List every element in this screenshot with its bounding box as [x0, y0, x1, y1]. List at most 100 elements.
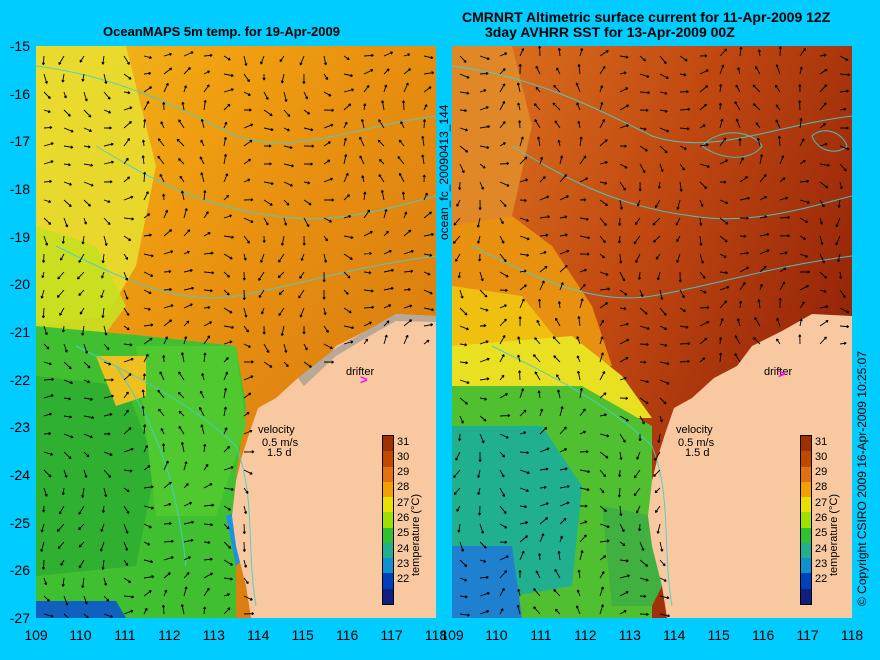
current-vector-arrow [799, 117, 803, 129]
current-vector-arrow [539, 251, 547, 255]
current-vector-arrow [619, 541, 626, 546]
current-vector-arrow [123, 91, 131, 95]
current-vector-arrow [699, 54, 708, 58]
current-vector-arrow [63, 451, 72, 460]
current-vector-arrow [162, 101, 166, 111]
current-vector-arrow [260, 253, 265, 263]
current-vector-arrow [479, 591, 490, 597]
current-vector-arrow [143, 171, 147, 183]
current-vector-arrow [303, 109, 311, 115]
current-vector-arrow [479, 523, 485, 534]
current-vector-arrow [143, 55, 152, 60]
current-vector-arrow [639, 108, 649, 112]
current-vector-arrow [343, 55, 350, 61]
current-vector-arrow [599, 49, 609, 57]
current-vector-arrow [157, 155, 165, 165]
current-vector-arrow [499, 52, 508, 57]
current-vector-arrow [819, 84, 828, 93]
current-vector-arrow [499, 414, 511, 418]
current-vector-arrow [123, 391, 129, 399]
current-vector-arrow [559, 195, 569, 201]
current-vector-arrow [819, 253, 825, 264]
current-vector-arrow [478, 451, 482, 462]
current-vector-arrow [403, 53, 411, 57]
current-vector-arrow [636, 505, 641, 514]
current-vector-arrow [223, 235, 235, 239]
current-vector-arrow [839, 271, 843, 279]
current-vector-arrow [534, 119, 541, 129]
current-vector-arrow [579, 487, 590, 492]
current-vector-arrow [499, 523, 508, 529]
current-vector-arrow [533, 606, 541, 615]
current-vector-arrow [779, 281, 786, 291]
current-vector-arrow [303, 91, 309, 100]
current-vector-arrow [799, 235, 806, 240]
current-vector-arrow [398, 172, 405, 183]
current-vector-arrow [779, 234, 790, 238]
current-vector-arrow [203, 352, 207, 363]
current-vector-arrow [619, 338, 630, 345]
current-vector-arrow [63, 91, 67, 99]
current-vector-arrow [263, 127, 274, 132]
current-vector-arrow [83, 595, 88, 605]
current-vector-arrow [283, 127, 290, 132]
current-vector-arrow [43, 73, 48, 84]
current-vector-arrow [639, 145, 648, 152]
current-vector-arrow [699, 289, 707, 294]
current-vector-arrow [819, 217, 823, 225]
current-vector-arrow [656, 271, 661, 281]
left-map-panel: drifter > velocity 0.5 m/s 1.5 d 31 30 29 2… [36, 46, 436, 618]
current-vector-arrow [499, 318, 507, 327]
current-vector-arrow [539, 447, 550, 453]
colorbar-swatch [383, 542, 393, 559]
current-vector-arrow [719, 217, 729, 225]
current-vector-arrow [302, 325, 306, 335]
current-vector-arrow [459, 127, 468, 132]
current-vector-arrow [559, 249, 570, 255]
current-vector-arrow [519, 550, 525, 561]
current-vector-arrow [617, 235, 622, 244]
current-vector-arrow [478, 253, 482, 262]
current-vector-arrow [123, 138, 131, 147]
current-vector-arrow [298, 289, 305, 299]
current-vector-arrow [260, 307, 265, 315]
current-vector-arrow [343, 307, 352, 314]
current-vector-arrow [163, 502, 172, 507]
current-vector-arrow [519, 298, 525, 309]
current-vector-arrow [778, 46, 782, 57]
current-vector-arrow [363, 251, 372, 256]
current-vector-arrow [202, 606, 207, 615]
current-vector-arrow [78, 541, 85, 548]
current-vector-arrow [619, 505, 623, 517]
current-vector-arrow [323, 91, 332, 97]
current-vector-arrow [243, 411, 250, 417]
current-vector-arrow [479, 271, 484, 282]
current-vector-arrow [639, 541, 645, 551]
current-vector-arrow [599, 433, 610, 438]
current-vector-arrow [123, 73, 132, 80]
current-vector-arrow [163, 319, 173, 327]
current-vector-arrow [519, 178, 529, 183]
current-vector-arrow [559, 426, 567, 435]
current-vector-arrow [343, 235, 354, 239]
current-vector-arrow [479, 324, 487, 328]
longitude-tick: 111 [530, 627, 552, 643]
current-vector-arrow [479, 609, 490, 615]
current-vector-arrow [738, 138, 742, 147]
current-vector-arrow [559, 535, 564, 543]
current-vector-arrow [839, 324, 850, 329]
current-vector-arrow [456, 199, 461, 207]
current-vector-arrow [343, 194, 350, 201]
current-vector-arrow [123, 289, 129, 300]
longitude-tick: 113 [618, 627, 641, 643]
current-vector-arrow [476, 217, 481, 228]
current-vector-arrow [599, 604, 604, 615]
current-vector-arrow [535, 86, 541, 93]
current-vector-arrow [178, 425, 185, 435]
current-vector-arrow [519, 253, 530, 257]
current-vector-arrow [43, 412, 52, 417]
colorbar-tick: 25 [815, 527, 828, 540]
current-vector-arrow [223, 387, 228, 399]
current-vector-arrow [163, 556, 174, 561]
current-vector-arrow [163, 572, 171, 579]
